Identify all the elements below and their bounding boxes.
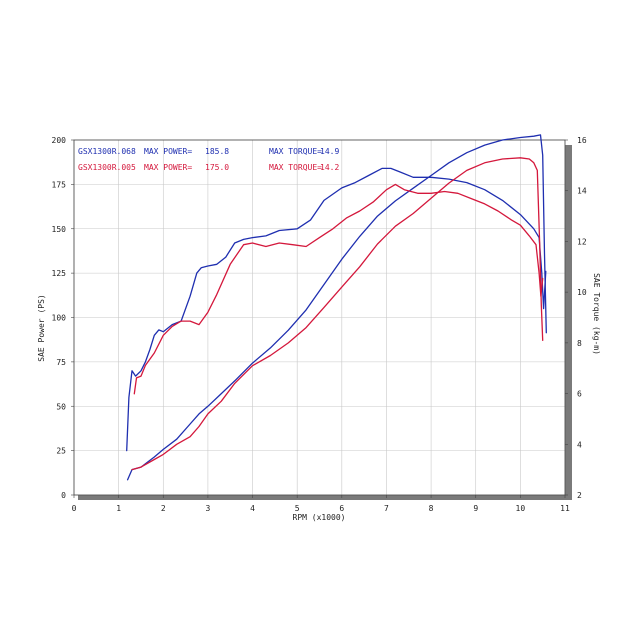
legend-run-1-torque-label: MAX TORQUE= <box>269 147 322 156</box>
y-left-tick-label: 175 <box>52 180 67 189</box>
legend-run-2-torque-value: 14.2 <box>320 163 339 172</box>
series-line-power-run-1 <box>126 167 547 452</box>
y-right-tick-label: 2 <box>577 491 582 500</box>
y-left-tick-label: 150 <box>52 225 67 234</box>
x-tick-label: 9 <box>473 504 478 513</box>
y-left-tick-label: 50 <box>56 402 66 411</box>
x-tick-label: 4 <box>250 504 255 513</box>
y-axis-left-label: SAE Power (PS) <box>37 294 46 361</box>
series-line-torque-run-2 <box>131 157 544 471</box>
y-right-tick-label: 6 <box>577 390 582 399</box>
legend-run-2-name: GSX1300R.005 <box>78 163 136 172</box>
y-left-tick-label: 100 <box>52 314 67 323</box>
right-axis-band <box>565 145 572 500</box>
ticks-layer: 0 1 2 3 4 5 6 7 8 9 10 1102550751001251501752002468… <box>52 136 587 513</box>
grid <box>73 139 566 496</box>
legend-run-1-name: GSX1300R.068 <box>78 147 136 156</box>
x-tick-label: 5 <box>295 504 300 513</box>
legend-run-1-power-label: MAX POWER= <box>144 147 192 156</box>
y-left-tick-label: 200 <box>52 136 67 145</box>
x-tick-label: 10 <box>516 504 526 513</box>
series-layer <box>126 134 547 481</box>
y-right-tick-label: 12 <box>577 237 587 246</box>
y-right-tick-label: 10 <box>577 288 587 297</box>
legend-run-1-power-value: 185.8 <box>205 147 229 156</box>
x-axis-label: RPM (x1000) <box>293 513 346 522</box>
y-right-tick-label: 4 <box>577 440 582 449</box>
y-left-tick-label: 0 <box>61 491 66 500</box>
x-tick-label: 11 <box>560 504 570 513</box>
legend-run-2-torque-label: MAX TORQUE= <box>269 163 322 172</box>
x-tick-label: 2 <box>161 504 166 513</box>
y-left-tick-label: 25 <box>56 447 66 456</box>
y-left-tick-label: 75 <box>56 358 66 367</box>
legend-run-2-power-value: 175.0 <box>205 163 229 172</box>
series-line-power-run-2 <box>133 183 544 395</box>
x-tick-label: 8 <box>429 504 434 513</box>
series-line-torque-run-1 <box>126 134 547 481</box>
y-right-tick-label: 8 <box>577 339 582 348</box>
x-tick-label: 1 <box>116 504 121 513</box>
y-right-tick-label: 14 <box>577 187 587 196</box>
bottom-axis-band <box>78 495 572 500</box>
y-axis-right-label: SAE Torque (kg-m) <box>592 273 601 355</box>
y-left-tick-label: 125 <box>52 269 67 278</box>
x-tick-label: 7 <box>384 504 389 513</box>
x-tick-label: 6 <box>339 504 344 513</box>
legend-run-1-torque-value: 14.9 <box>320 147 339 156</box>
x-tick-label: 0 <box>72 504 77 513</box>
y-right-tick-label: 16 <box>577 136 587 145</box>
legend-run-2-power-label: MAX POWER= <box>144 163 192 172</box>
x-tick-label: 3 <box>205 504 210 513</box>
legend: GSX1300R.068 MAX POWER= 185.8 MAX TORQUE… <box>78 147 339 172</box>
